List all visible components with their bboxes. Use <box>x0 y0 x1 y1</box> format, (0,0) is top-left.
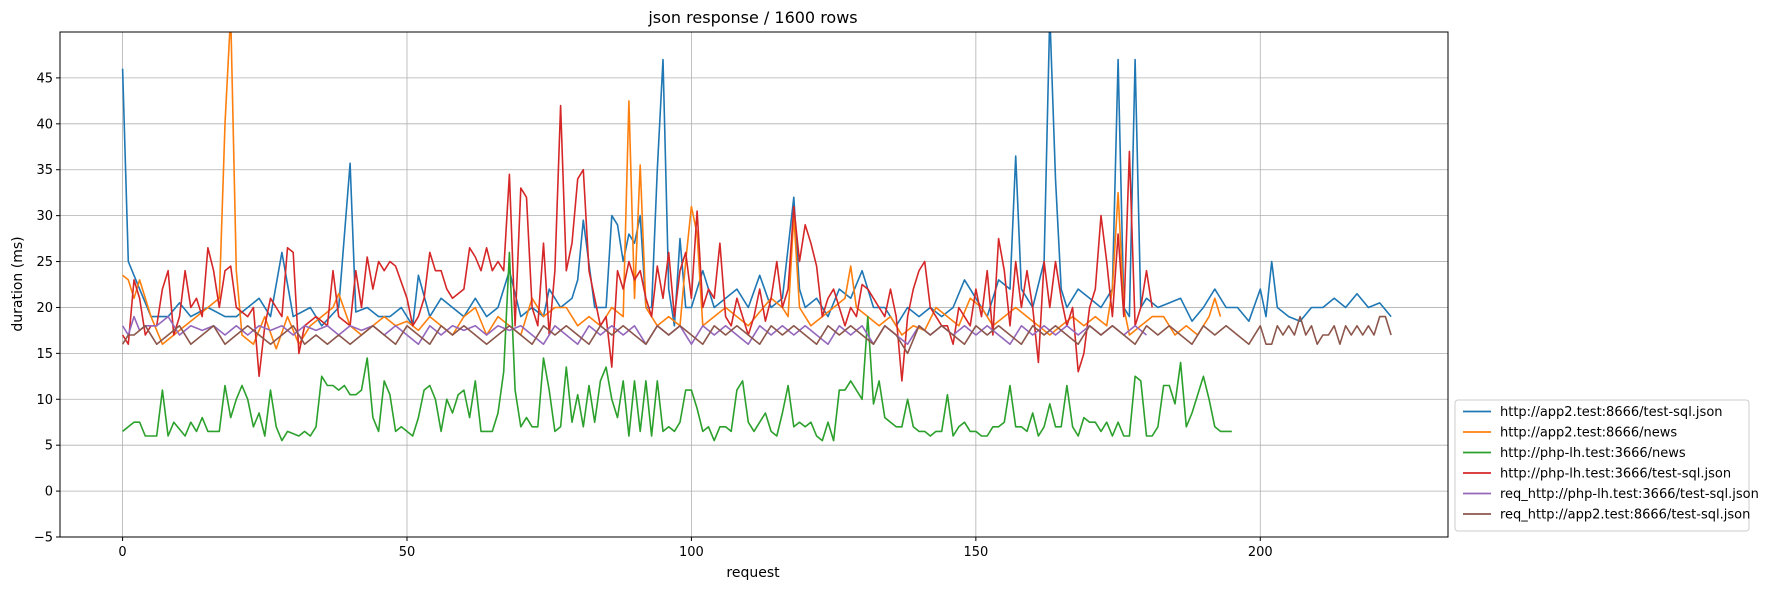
legend-label-5: req_http://php-lh.test:3666/test-sql.jso… <box>1500 487 1759 502</box>
legend-label-2: http://app2.test:8666/news <box>1500 426 1677 441</box>
legend-label-6: req_http://app2.test:8666/test-sql.json <box>1500 508 1750 523</box>
y-tick-label: 20 <box>36 301 53 316</box>
y-axis-label: duration (ms) <box>10 236 26 331</box>
grid <box>60 32 1448 538</box>
x-tick-label: 100 <box>679 545 704 560</box>
y-tick-label: 25 <box>36 255 53 270</box>
y-tick-label: 5 <box>45 439 53 454</box>
series-line-6 <box>121 315 1392 355</box>
x-axis: 0 50 100 150 200 <box>118 537 1273 560</box>
y-tick-label: 10 <box>36 393 53 408</box>
chart-title: json response / 1600 rows <box>647 8 857 27</box>
x-tick-label: 200 <box>1248 545 1273 560</box>
series-line-4 <box>121 104 1153 382</box>
y-tick-label: 35 <box>36 163 53 178</box>
y-axis: −5 0 5 10 15 20 25 30 35 40 45 <box>34 71 60 546</box>
y-tick-label: 15 <box>36 347 53 362</box>
series-line-3 <box>122 251 1232 442</box>
legend-label-4: http://php-lh.test:3666/test-sql.json <box>1500 467 1731 482</box>
x-axis-label: request <box>726 565 780 581</box>
x-tick-label: 50 <box>399 545 416 560</box>
legend-label-1: http://app2.test:8666/test-sql.json <box>1500 405 1723 420</box>
y-tick-label: 30 <box>36 209 53 224</box>
plot-frame <box>59 31 1449 538</box>
series-group <box>121 32 1392 442</box>
x-tick-label: 150 <box>963 545 988 560</box>
y-tick-label: −5 <box>34 531 53 546</box>
y-tick-label: 0 <box>45 485 53 500</box>
series-line-1 <box>121 32 1392 327</box>
y-tick-label: 45 <box>36 71 53 86</box>
legend: http://app2.test:8666/test-sql.json http:… <box>1454 399 1759 532</box>
legend-box <box>1454 399 1750 532</box>
legend-label-3: http://php-lh.test:3666/news <box>1500 446 1686 461</box>
y-tick-label: 40 <box>36 117 53 132</box>
x-tick-label: 0 <box>118 545 126 560</box>
